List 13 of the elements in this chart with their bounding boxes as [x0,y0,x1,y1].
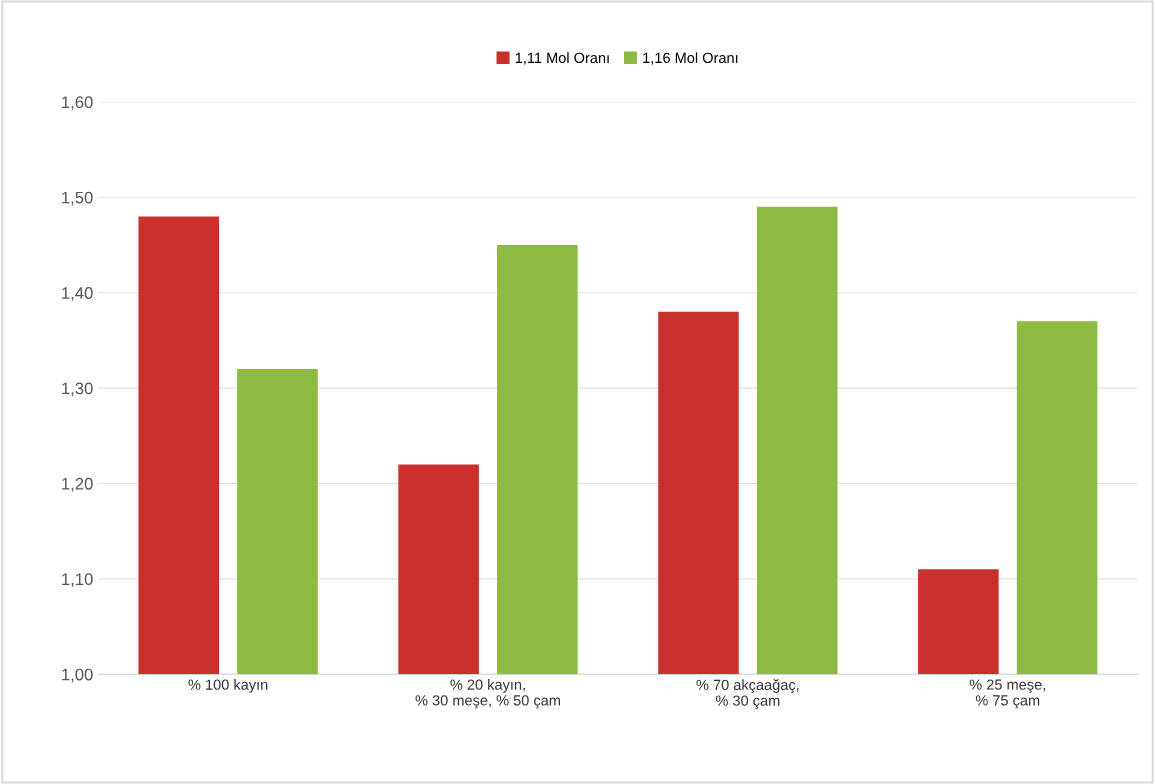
y-tick-label: 1,30 [62,382,93,397]
y-tick-label: 1,20 [62,477,93,492]
y-tick-label: 1,60 [62,96,93,111]
legend-label: 1,16 Mol Oranı [643,52,738,65]
x-tick-label: % 100 kayın [188,679,268,693]
x-tick-label: % 70 akçaağaç, % 30 çam [696,679,799,709]
x-tick-label: % 25 meşe, % 75 çam [969,679,1045,709]
x-tick-label: % 20 kayın, % 30 meşe, % 50 çam [415,679,560,709]
legend-label: 1,11 Mol Oranı [515,52,609,65]
y-tick-label: 1,50 [62,191,93,206]
y-tick-label: 1,40 [62,287,93,301]
y-tick-label: 1,10 [62,573,93,588]
y-tick-label: 1,00 [62,668,93,683]
